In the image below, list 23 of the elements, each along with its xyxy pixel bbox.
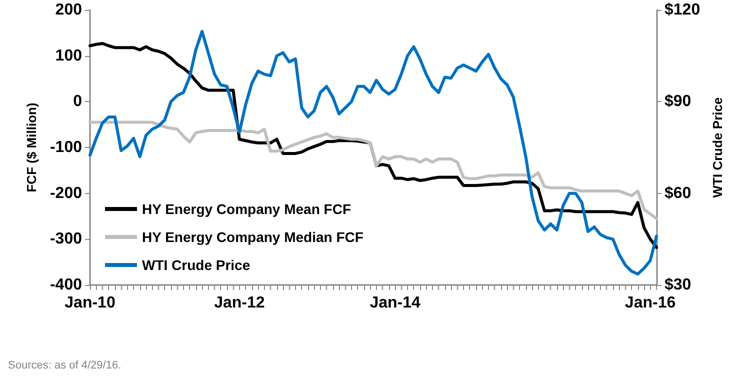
y-tick-label: 100 xyxy=(55,47,82,64)
line-series xyxy=(88,30,658,276)
y2-tick-label: $30 xyxy=(664,276,692,294)
y-tick-label: -100 xyxy=(50,139,82,156)
x-tick-label: Jan-12 xyxy=(214,294,265,312)
y-axis-title: FCF ($ Million) xyxy=(24,102,39,192)
line-series xyxy=(88,120,658,220)
y2-tick-label: $60 xyxy=(664,184,692,202)
y2-tick-label: $90 xyxy=(664,93,692,110)
y-tick-label: -200 xyxy=(50,184,82,202)
y-tick-label: 0 xyxy=(73,93,82,110)
y2-tick-label: $120 xyxy=(664,2,700,18)
legend-label: HY Energy Company Mean FCF xyxy=(142,201,352,217)
y-tick-label: -300 xyxy=(50,230,82,248)
x-tick-label: Jan-14 xyxy=(370,294,420,312)
y-tick-label: 200 xyxy=(55,2,82,18)
y2-axis-title: WTI Crude Price xyxy=(710,97,725,198)
source-note: Sources: as of 4/29/16. xyxy=(8,360,122,372)
y-tick-label: -400 xyxy=(50,276,82,294)
legend-label: HY Energy Company Median FCF xyxy=(142,229,364,245)
x-tick-label: Jan-16 xyxy=(624,294,676,312)
x-tick-label: Jan-10 xyxy=(64,294,116,312)
legend-label: WTI Crude Price xyxy=(142,257,250,273)
